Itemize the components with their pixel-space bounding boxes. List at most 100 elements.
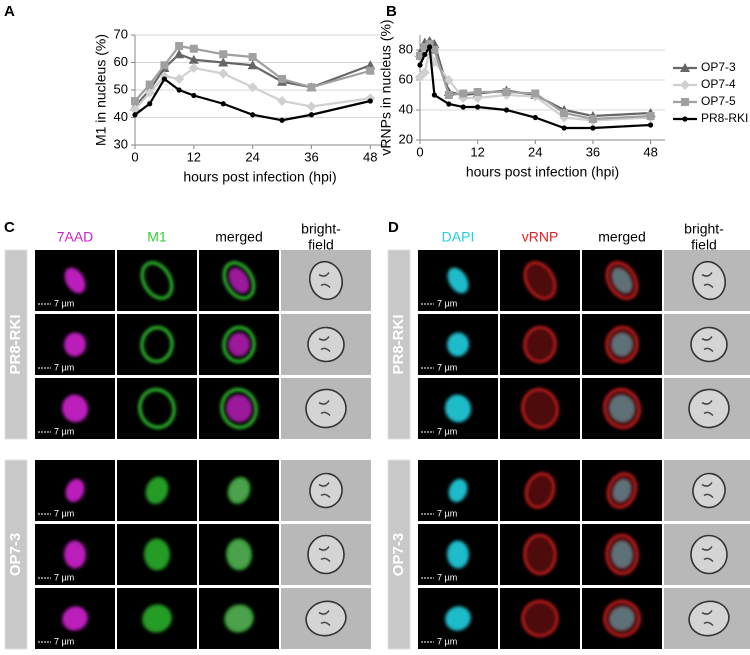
cytoplasm-ring [603,388,641,429]
marker [460,104,466,110]
marker [647,122,654,128]
cytoplasm-ring [222,261,256,300]
cytoplasm [606,391,638,426]
y-tick-label: 80 [399,41,413,56]
marker [561,125,567,131]
marker [277,96,288,106]
cytoplasm [227,476,251,505]
y-tick-label: 40 [114,109,128,124]
x-tick-label: 36 [586,144,600,159]
scale-bar-label: 7 µm [437,362,457,372]
scale-bar-label: 7 µm [54,508,74,518]
y-tick-label: 20 [399,131,413,146]
cell [688,600,730,637]
marker [422,51,428,58]
marker [473,88,482,96]
group-box [387,459,411,650]
legend-label: OP7-3 [701,60,736,74]
x-tick-label: 48 [643,144,657,159]
marker [431,92,438,98]
column-header: vRNP [522,229,559,245]
x-tick-label: 0 [131,149,138,164]
cell-texture [701,546,714,563]
group-box [4,459,28,650]
fluorescence-image [117,314,197,375]
marker [174,49,185,59]
y-tick-label: 70 [114,26,128,41]
panel-label: C [4,219,15,236]
marker [174,74,185,84]
marker [220,101,226,107]
marker [419,67,430,78]
scale-bar-label: 7 µm [54,298,74,308]
marker [189,44,198,53]
cytoplasm-ring [605,326,639,363]
marker [427,44,433,50]
marker [531,89,540,98]
marker [131,97,139,105]
group-box [4,249,28,440]
marker [430,46,439,54]
marker [132,112,138,118]
scale-bar-label: 7 µm [437,508,457,518]
nucleus [444,394,472,423]
cytoplasm-ring [140,326,174,363]
scale-bar-label: 7 µm [437,426,457,436]
scale-bar-label: 7 µm [437,298,457,308]
fluorescence-image [117,250,197,311]
cytoplasm-ring [524,472,556,509]
nucleus [445,606,471,631]
nucleus [62,606,88,631]
marker [144,87,155,98]
cytoplasm [224,604,254,633]
scale-bar-label: 7 µm [437,572,457,582]
marker [218,68,229,79]
marker [366,66,375,75]
x-tick-label: 36 [304,149,318,164]
cytoplasm [225,538,253,571]
marker [444,91,453,99]
scale-bar-label: 7 µm [54,636,74,646]
marker [446,101,452,107]
cell [688,388,730,429]
cytoplasm-ring [138,388,176,429]
group-label: PR8-RKI [7,314,24,374]
series-line [134,77,371,122]
nucleus [447,267,469,294]
marker [646,112,655,120]
cell-texture [701,482,714,499]
cell-texture [318,610,331,627]
marker [307,83,316,92]
x-tick-label: 0 [416,144,423,159]
marker [475,104,481,110]
cytoplasm-ring [220,388,258,429]
cytoplasm-ring [606,472,638,509]
group-label: OP7-3 [7,533,24,576]
marker [247,60,258,70]
marker [680,80,690,90]
column-header: bright- [684,221,724,237]
marker [160,61,169,70]
marker [420,43,429,51]
cell [307,326,345,363]
cytoplasm-ring [523,261,557,300]
scale-bar-label: 7 µm [437,636,457,646]
cell-texture [701,336,714,353]
column-header: merged [215,229,262,245]
cytoplasm [609,264,635,297]
marker [367,98,373,104]
nucleus [63,540,87,569]
cell-texture [318,272,331,289]
marker [502,88,511,96]
series-line [134,44,371,102]
marker [147,101,153,107]
cell-texture [701,610,714,627]
cell [305,388,347,429]
cytoplasm [527,264,553,297]
x-tick-label: 12 [470,144,484,159]
y-tick-label: 50 [114,81,128,96]
nucleus [227,332,251,357]
marker [176,87,182,93]
fluorescence-image [117,378,197,439]
